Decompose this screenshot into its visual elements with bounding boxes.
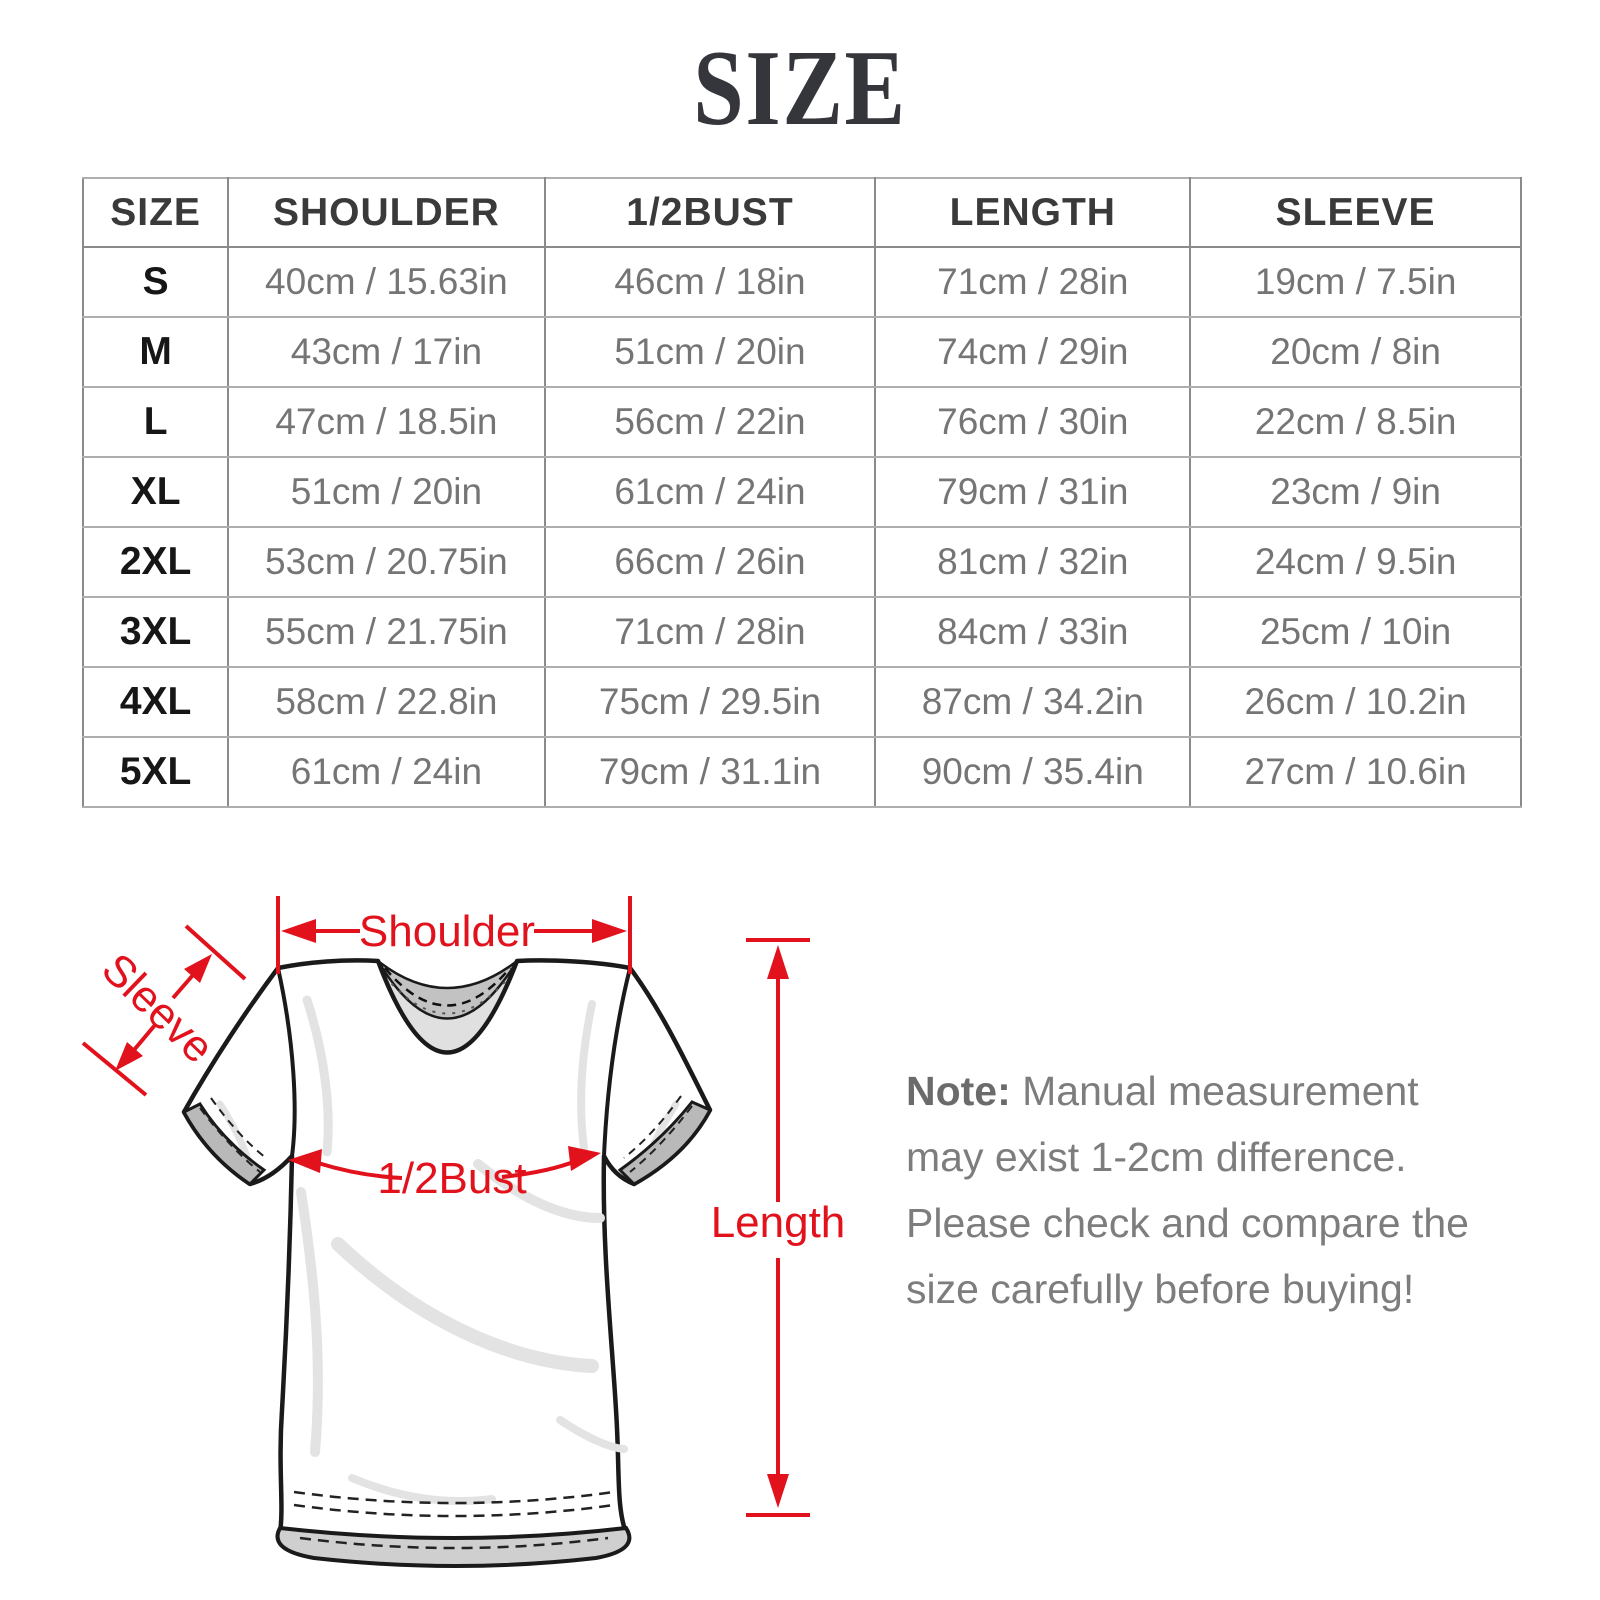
hem — [275, 1490, 632, 1568]
cell-bust: 66cm / 26in — [543, 526, 877, 598]
cell-shoulder: 43cm / 17in — [227, 316, 546, 388]
cell-sleeve: 26cm / 10.2in — [1189, 666, 1522, 738]
cell-size: 3XL — [81, 596, 230, 668]
table-row: M 43cm / 17in 51cm / 20in 74cm / 29in 20… — [81, 316, 1522, 388]
table-row: S 40cm / 15.63in 46cm / 18in 71cm / 28in… — [81, 246, 1522, 318]
cell-bust: 46cm / 18in — [543, 246, 877, 318]
cell-bust: 56cm / 22in — [543, 386, 877, 458]
table-row: 3XL 55cm / 21.75in 71cm / 28in 84cm / 33… — [81, 596, 1522, 668]
length-measure: Length — [711, 938, 846, 1517]
table-row: 4XL 58cm / 22.8in 75cm / 29.5in 87cm / 3… — [81, 666, 1522, 738]
cell-size: XL — [81, 456, 230, 528]
cell-shoulder: 53cm / 20.75in — [227, 526, 546, 598]
cell-shoulder: 55cm / 21.75in — [227, 596, 546, 668]
note-text: Manual measurement may exist 1-2cm diffe… — [906, 1068, 1469, 1312]
cell-shoulder: 58cm / 22.8in — [227, 666, 546, 738]
table-row: 2XL 53cm / 20.75in 66cm / 26in 81cm / 32… — [81, 526, 1522, 598]
length-label: Length — [711, 1198, 846, 1247]
header-size: SIZE — [81, 177, 230, 248]
header-sleeve: SLEEVE — [1189, 177, 1522, 248]
cell-sleeve: 19cm / 7.5in — [1189, 246, 1522, 318]
cell-size: 2XL — [81, 526, 230, 598]
header-length: LENGTH — [874, 177, 1192, 248]
armhole-seams — [276, 966, 632, 1158]
cell-sleeve: 23cm / 9in — [1189, 456, 1522, 528]
header-shoulder: SHOULDER — [227, 177, 546, 248]
cell-shoulder: 40cm / 15.63in — [227, 246, 546, 318]
cell-sleeve: 24cm / 9.5in — [1189, 526, 1522, 598]
cell-bust: 79cm / 31.1in — [543, 736, 877, 808]
cell-length: 74cm / 29in — [874, 316, 1192, 388]
cell-shoulder: 51cm / 20in — [227, 456, 546, 528]
cell-bust: 71cm / 28in — [543, 596, 877, 668]
right-cuff — [617, 1095, 713, 1186]
bust-measure: 1/2Bust — [288, 1146, 601, 1203]
cell-length: 76cm / 30in — [874, 386, 1192, 458]
cell-size: L — [81, 386, 230, 458]
table-row: L 47cm / 18.5in 56cm / 22in 76cm / 30in … — [81, 386, 1522, 458]
size-table: SIZE SHOULDER 1/2BUST LENGTH SLEEVE S 40… — [81, 177, 1522, 808]
header-bust: 1/2BUST — [543, 177, 877, 248]
table-header-row: SIZE SHOULDER 1/2BUST LENGTH SLEEVE — [81, 177, 1522, 248]
cell-sleeve: 27cm / 10.6in — [1189, 736, 1522, 808]
cell-length: 87cm / 34.2in — [874, 666, 1192, 738]
shoulder-measure: Shoulder — [276, 896, 632, 974]
cell-size: S — [81, 246, 230, 318]
page-title: SIZE — [693, 29, 907, 148]
tshirt-measurement-diagram: Shoulder Sleeve 1/2Bust Length — [81, 896, 846, 1568]
cell-length: 79cm / 31in — [874, 456, 1192, 528]
table-row: XL 51cm / 20in 61cm / 24in 79cm / 31in 2… — [81, 456, 1522, 528]
cell-length: 81cm / 32in — [874, 526, 1192, 598]
cell-length: 71cm / 28in — [874, 246, 1192, 318]
cell-length: 84cm / 33in — [874, 596, 1192, 668]
cell-size: 4XL — [81, 666, 230, 738]
cell-sleeve: 20cm / 8in — [1189, 316, 1522, 388]
note-label: Note: — [906, 1068, 1011, 1114]
cell-bust: 51cm / 20in — [543, 316, 877, 388]
left-cuff — [181, 1097, 267, 1186]
bust-label: 1/2Bust — [377, 1154, 526, 1203]
cell-sleeve: 25cm / 10in — [1189, 596, 1522, 668]
cell-bust: 61cm / 24in — [543, 456, 877, 528]
cell-length: 90cm / 35.4in — [874, 736, 1192, 808]
cell-shoulder: 61cm / 24in — [227, 736, 546, 808]
cell-bust: 75cm / 29.5in — [543, 666, 877, 738]
cell-sleeve: 22cm / 8.5in — [1189, 386, 1522, 458]
cell-shoulder: 47cm / 18.5in — [227, 386, 546, 458]
cell-size: M — [81, 316, 230, 388]
fabric-wrinkles — [216, 995, 680, 1505]
shoulder-label: Shoulder — [359, 907, 535, 956]
cell-size: 5XL — [81, 736, 230, 808]
table-row: 5XL 61cm / 24in 79cm / 31.1in 90cm / 35.… — [81, 736, 1522, 808]
measurement-note: Note: Manual measurement may exist 1-2cm… — [906, 1058, 1488, 1322]
